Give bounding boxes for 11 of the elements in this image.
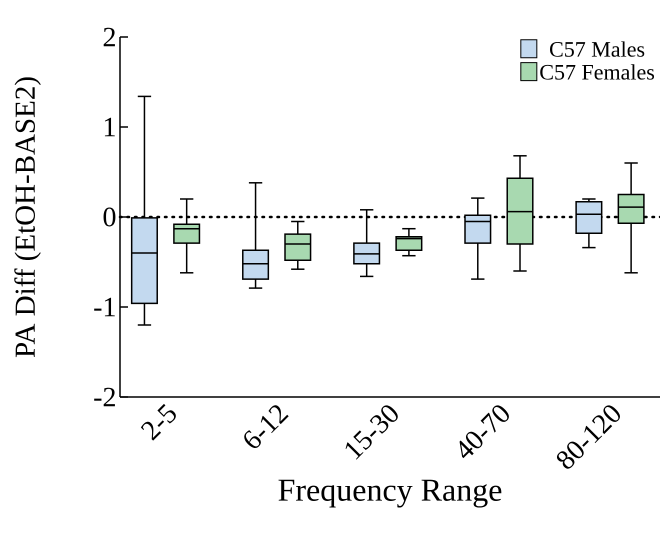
x-tick-label: 2-5 [140,404,176,441]
y-tick-label: 1 [104,118,115,136]
y-axis-title: PA Diff (EtOH-BASE2) [14,77,41,358]
y-tick-label: 2 [104,28,115,46]
legend-label: C57 Females [540,64,654,80]
x-tick-label: 6-12 [244,405,289,448]
x-axis-title: Frequency Range [278,480,502,508]
y-tick-label: -1 [94,298,115,316]
y-tick-label: -2 [94,388,115,406]
y-tick-label: 0 [104,208,116,226]
legend-label: C57 Males [550,41,644,57]
